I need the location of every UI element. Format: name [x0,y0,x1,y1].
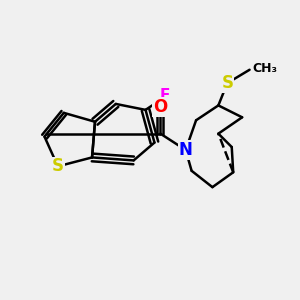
Text: CH₃: CH₃ [253,62,278,75]
Text: N: N [179,141,193,159]
Text: F: F [160,88,170,103]
Text: O: O [153,98,167,116]
Text: S: S [221,74,233,92]
Text: S: S [52,157,64,175]
